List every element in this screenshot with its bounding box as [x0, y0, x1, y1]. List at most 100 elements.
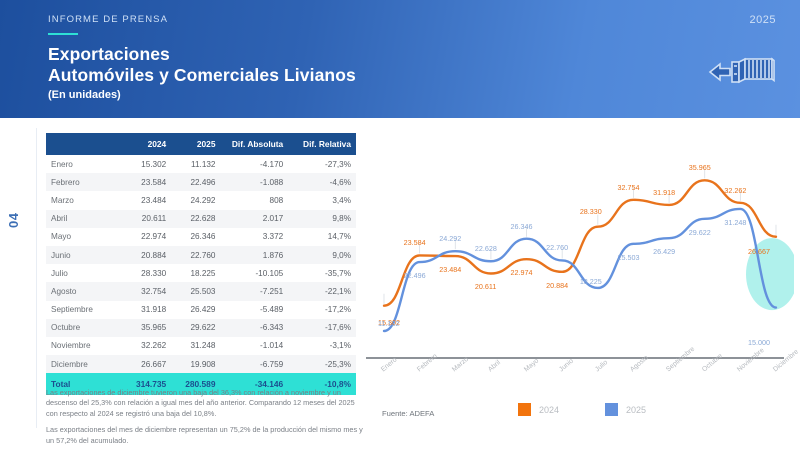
cell-2025: 25.503 — [171, 282, 221, 301]
table-row: Junio 20.884 22.760 1.876 9,0% — [46, 245, 356, 265]
table-row: Agosto 32.754 25.503 -7.251 -22,1% — [46, 282, 356, 301]
cell-month: Mayo — [51, 232, 72, 242]
cell-month: Febrero — [46, 173, 122, 192]
chart-point-label-2024-Julio: 28.330 — [579, 206, 602, 216]
cell-2024: 20.611 — [121, 209, 172, 228]
chart-point-label-2024-Junio: 20.884 — [546, 280, 569, 290]
cell-month: Septiembre — [51, 305, 93, 315]
cell-dif-absoluta: 1.876 — [220, 245, 289, 265]
slide-header: INFORME DE PRENSA 2025 Exportaciones Aut… — [0, 0, 800, 118]
kicker-accent-rule — [48, 33, 78, 35]
report-year: 2025 — [749, 14, 776, 26]
chart-point-label-2024-Abril: 20.611 — [474, 282, 497, 292]
cell-2024: 20.884 — [121, 245, 172, 265]
cell-month: Diciembre — [46, 355, 122, 374]
table-row: Septiembre 31.918 26.429 -5.489 -17,2% — [46, 301, 356, 319]
cell-dif-relativa: 9,8% — [288, 209, 356, 228]
cell-month: Marzo — [51, 195, 74, 205]
table-row: Enero 15.302 11.132 -4.170 -27,3% — [46, 155, 356, 173]
chart-legend-items: 2024 2025 — [518, 403, 646, 416]
chart-point-label-2025-Julio: 18.225 — [579, 276, 602, 286]
total-2024: 314.735 — [121, 373, 172, 396]
cell-dif-relativa: -25,3% — [288, 355, 356, 374]
cell-dif-relativa: -3,1% — [329, 341, 351, 351]
page-title: Exportaciones Automóviles y Comerciales … — [48, 44, 356, 104]
cell-month: Abril — [46, 209, 122, 228]
cell-dif-absoluta: 3.372 — [262, 232, 284, 242]
legend-label: 2025 — [626, 404, 647, 415]
title-line-1: Exportaciones — [48, 44, 170, 64]
chart-point-label-2025-Agosto: 25.503 — [617, 252, 640, 262]
chart-axis-line — [366, 357, 784, 359]
col-header-2025: 2025 — [171, 133, 221, 155]
chart-legend-bar: Fuente: ADEFA 2024 2025 — [366, 403, 786, 429]
total-2025: 280.589 — [171, 373, 221, 396]
total-dif-relativa: -10,8% — [288, 373, 356, 396]
cell-2024: 35.965 — [121, 318, 172, 337]
chart-point-label-2024-Agosto: 32.754 — [617, 182, 640, 192]
cell-2025: 11.132 — [191, 159, 216, 169]
chart-series-line-2024 — [382, 179, 778, 307]
cell-2024: 22.974 — [141, 232, 167, 242]
cell-dif-relativa: -17,2% — [325, 305, 351, 315]
legend-swatch-icon — [605, 403, 619, 416]
cell-month: Julio — [51, 268, 68, 278]
chart-point-label-2025-Diciembre: 15.000 — [748, 337, 770, 347]
x-axis-label-Abril: Abril — [486, 359, 502, 374]
cell-2025: 22.628 — [171, 209, 221, 228]
cell-dif-relativa: -17,6% — [288, 318, 356, 337]
chart-point-label-2025-Abril: 22.628 — [474, 244, 497, 254]
legend-item-2024[interactable]: 2024 — [518, 403, 559, 416]
cell-2025: 26.429 — [190, 305, 216, 315]
chart-point-label-2025-Enero: 11.132 — [378, 318, 400, 328]
chart-point-label-2024-Enero: 15.302 — [378, 317, 400, 327]
cell-2024: 23.584 — [121, 173, 172, 192]
title-line-3: (En unidades) — [48, 89, 121, 101]
x-axis-label-Mayo: Mayo — [522, 357, 540, 374]
chart-point-label-2025-Septiembre: 26.429 — [653, 247, 676, 257]
cell-dif-absoluta: -4.170 — [260, 159, 284, 169]
chart-point-label-2025-Octubre: 29.622 — [688, 227, 711, 237]
table-row: Febrero 23.584 22.496 -1.088 -4,6% — [46, 173, 356, 192]
cell-month: Enero — [51, 159, 73, 169]
table-header-row: 2024 2025 Dif. Absoluta Dif. Relativa — [46, 133, 356, 155]
cell-dif-absoluta: -1.088 — [220, 173, 289, 192]
cell-2025: 31.248 — [190, 341, 216, 351]
cell-2025: 19.908 — [171, 355, 221, 374]
chart-point-label-2025-Marzo: 24.292 — [439, 234, 462, 244]
cell-dif-absoluta: -10.105 — [255, 268, 284, 278]
exports-line-chart — [366, 150, 794, 400]
cell-dif-absoluta: -6.759 — [220, 355, 289, 374]
cell-dif-absoluta: 2.017 — [220, 209, 289, 228]
cell-dif-relativa: 14,7% — [327, 232, 351, 242]
chart-series-line-2025 — [382, 207, 778, 333]
title-line-2: Automóviles y Comerciales Livianos — [48, 65, 356, 85]
cell-month: Noviembre — [51, 341, 91, 351]
table-row: Diciembre 26.667 19.908 -6.759 -25,3% — [46, 355, 356, 374]
cell-2025: 18.225 — [190, 268, 216, 278]
table-row: Octubre 35.965 29.622 -6.343 -17,6% — [46, 318, 356, 337]
cell-dif-absoluta: -7.251 — [220, 282, 289, 301]
chart-point-label-2024-Mayo: 22.974 — [510, 268, 533, 278]
total-dif-absoluta: -34.146 — [220, 373, 289, 396]
cell-dif-relativa: -22,1% — [288, 282, 356, 301]
legend-label: 2024 — [539, 404, 560, 415]
cell-dif-absoluta: 808 — [269, 195, 284, 205]
cell-2025: 24.292 — [190, 195, 216, 205]
legend-item-2025[interactable]: 2025 — [605, 403, 646, 416]
chart-x-axis-labels: Enero Febrero Marzo Abril Mayo Junio Julio Agos… — [366, 346, 800, 400]
cell-dif-relativa: -35,7% — [325, 268, 351, 278]
cell-month: Agosto — [46, 282, 122, 301]
cell-2024: 31.918 — [141, 305, 167, 315]
cell-dif-absoluta: -5.489 — [260, 305, 284, 315]
cell-2025: 26.346 — [190, 232, 216, 242]
col-header-dif-relativa: Dif. Relativa — [288, 133, 356, 155]
cell-month: Junio — [46, 245, 122, 265]
col-header-dif-absoluta: Dif. Absoluta — [220, 133, 289, 155]
table-row: Mayo 22.974 26.346 3.372 14,7% — [46, 228, 356, 246]
table-header: 2024 2025 Dif. Absoluta Dif. Relativa — [46, 133, 356, 155]
exports-table: 2024 2025 Dif. Absoluta Dif. Relativa En… — [46, 133, 356, 396]
exports-table-container: 2024 2025 Dif. Absoluta Dif. Relativa En… — [46, 133, 356, 396]
chart-point-label-2024-Noviembre: 32.262 — [724, 185, 747, 195]
chart-source: Fuente: ADEFA — [382, 409, 435, 418]
